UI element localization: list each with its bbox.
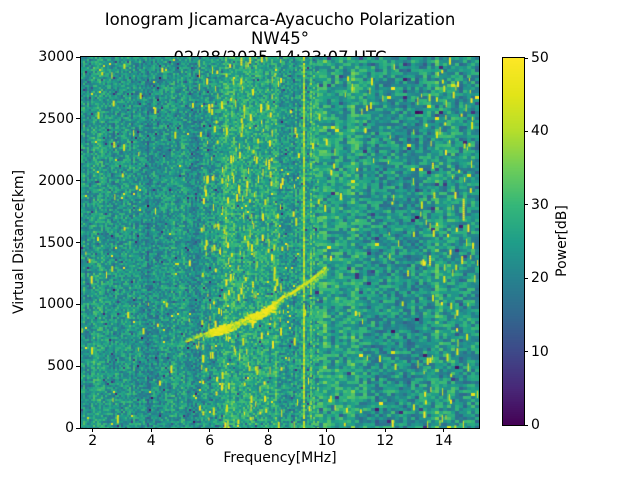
x-tick-label: 6	[205, 433, 215, 449]
x-tick-label: 4	[146, 433, 156, 449]
y-tick-label: 3000	[38, 49, 74, 65]
colorbar-tick-mark	[524, 130, 528, 132]
colorbar-tick-label: 40	[531, 123, 549, 140]
colorbar-tick-label: 30	[531, 196, 549, 213]
colorbar-tick-mark	[524, 424, 528, 426]
colorbar-label: Power[dB]	[554, 205, 570, 277]
y-tick-label: 2500	[38, 110, 74, 127]
x-tick-mark	[267, 428, 269, 432]
colorbar-tick-mark	[524, 204, 528, 206]
heatmap-canvas	[81, 57, 479, 428]
x-tick-label: 10	[317, 433, 336, 449]
x-tick-mark	[92, 428, 94, 432]
y-tick-label: 500	[47, 358, 74, 375]
colorbar-tick-mark	[524, 277, 528, 279]
y-tick-mark	[76, 303, 80, 305]
colorbar-canvas	[503, 58, 524, 425]
x-axis-label: Frequency[MHz]	[223, 450, 337, 466]
x-tick-label: 8	[263, 433, 273, 449]
y-tick-label: 1500	[38, 234, 74, 251]
colorbar-tick-mark	[524, 351, 528, 353]
plot-area	[80, 56, 480, 429]
x-tick-mark	[326, 428, 328, 432]
y-tick-mark	[76, 118, 80, 120]
colorbar-tick-label: 10	[531, 343, 549, 360]
colorbar	[502, 57, 525, 426]
x-tick-label: 2	[88, 433, 98, 449]
y-tick-label: 1000	[38, 296, 74, 313]
y-tick-mark	[76, 56, 80, 58]
y-tick-label: 0	[65, 420, 74, 436]
y-tick-label: 2000	[38, 172, 74, 189]
colorbar-tick-mark	[524, 57, 528, 59]
y-tick-mark	[76, 365, 80, 367]
y-tick-mark	[76, 242, 80, 243]
x-tick-mark	[150, 428, 152, 432]
x-tick-mark	[384, 428, 386, 432]
x-tick-label: 14	[434, 433, 453, 449]
colorbar-tick-label: 50	[531, 50, 549, 66]
y-tick-mark	[76, 180, 80, 182]
x-tick-mark	[209, 428, 211, 432]
x-tick-mark	[443, 428, 445, 432]
chart-title: Ionogram Jicamarca-Ayacucho Polarization…	[104, 10, 456, 48]
colorbar-tick-label: 0	[531, 417, 540, 433]
x-tick-label: 12	[376, 433, 395, 449]
colorbar-tick-label: 20	[531, 270, 549, 287]
y-tick-mark	[76, 427, 80, 429]
